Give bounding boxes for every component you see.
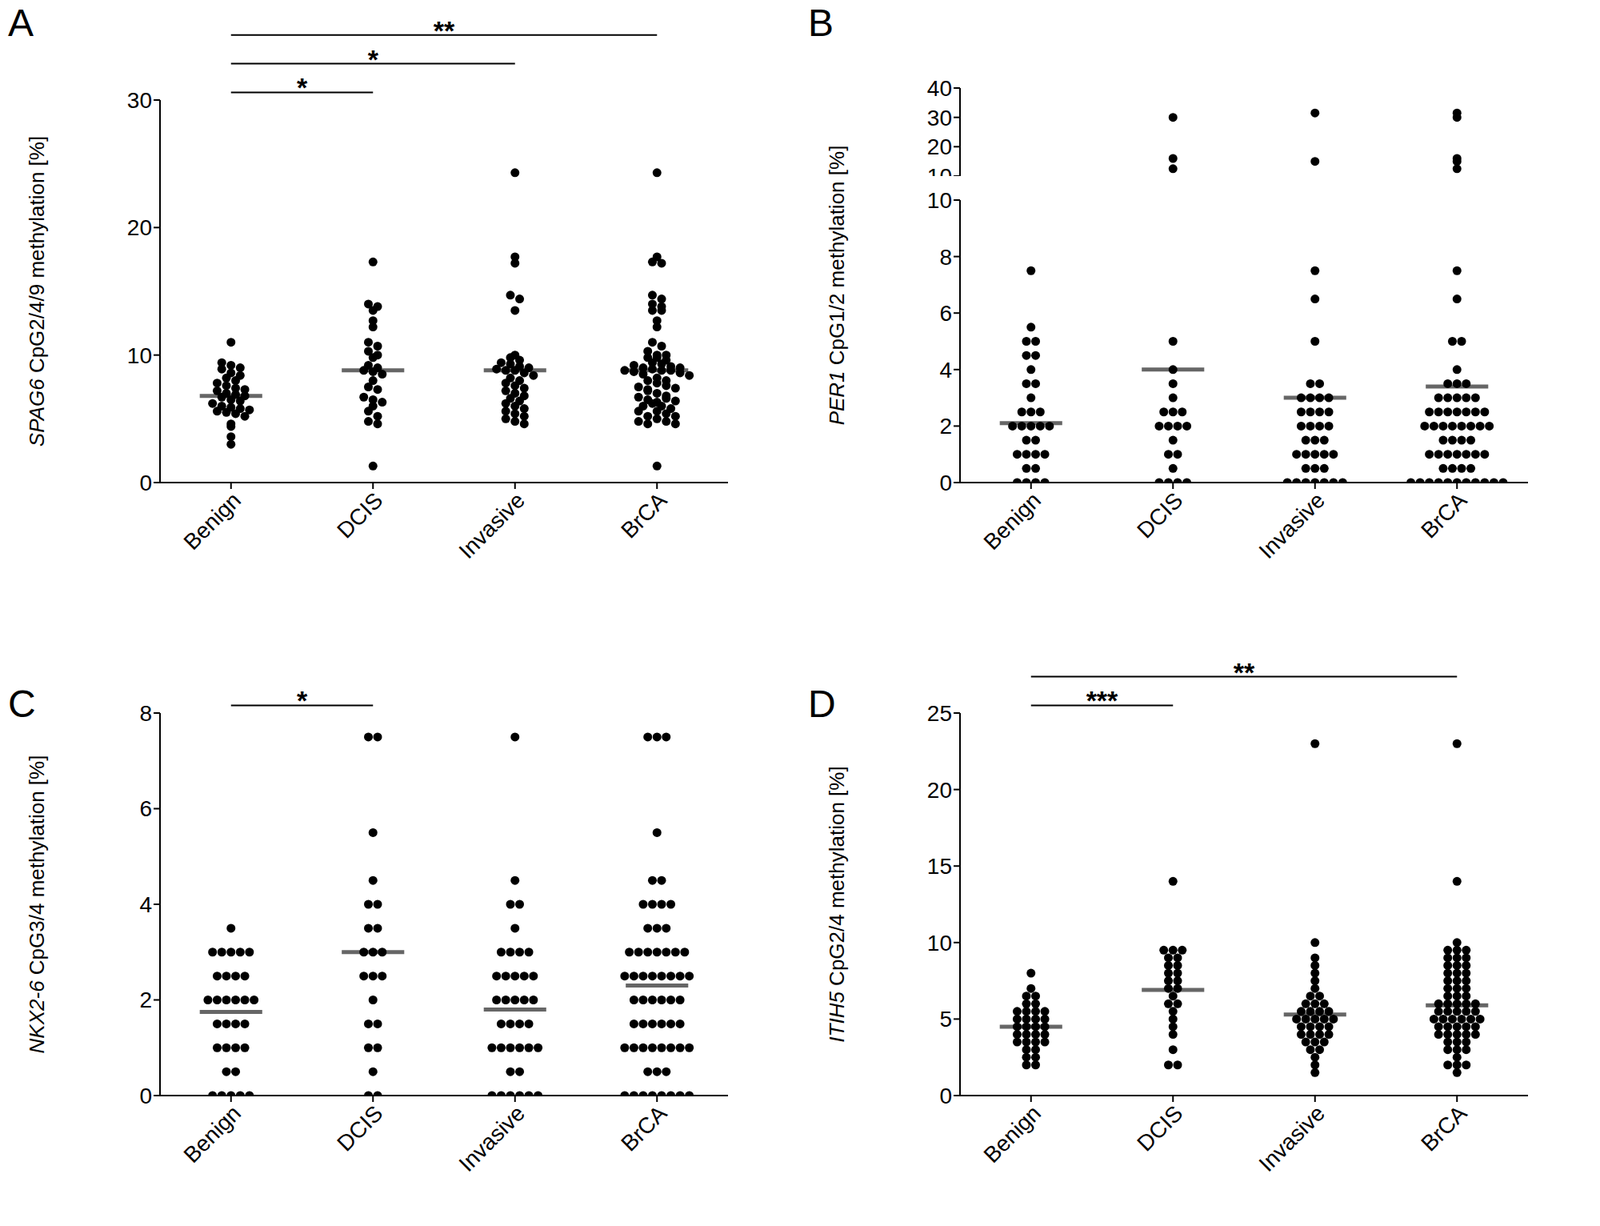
svg-text:4: 4 <box>139 892 152 917</box>
svg-text:20: 20 <box>927 777 952 803</box>
svg-text:4: 4 <box>939 357 952 383</box>
svg-text:2: 2 <box>139 987 152 1012</box>
svg-text:Benign: Benign <box>178 487 246 555</box>
svg-text:*: * <box>296 72 308 103</box>
svg-text:DCIS: DCIS <box>332 487 388 543</box>
svg-text:2: 2 <box>939 413 952 439</box>
svg-text:Benign: Benign <box>978 1100 1046 1168</box>
svg-text:**: ** <box>433 15 456 46</box>
svg-text:8: 8 <box>939 244 952 270</box>
svg-text:10: 10 <box>927 164 952 176</box>
svg-text:***: *** <box>1086 684 1119 716</box>
svg-text:8: 8 <box>139 700 152 726</box>
svg-text:0: 0 <box>139 1083 152 1108</box>
svg-text:30: 30 <box>127 88 152 113</box>
html-text:C: C <box>8 682 36 725</box>
svg-text:10: 10 <box>127 343 152 368</box>
svg-text:**: ** <box>1233 656 1256 688</box>
svg-text:25: 25 <box>927 700 952 726</box>
svg-text:Invasive: Invasive <box>1253 487 1330 564</box>
svg-text:Benign: Benign <box>178 1100 246 1168</box>
svg-text:PER1 CpG1/2 methylation [%]: PER1 CpG1/2 methylation [%] <box>824 145 849 426</box>
html-text:D: D <box>808 682 836 725</box>
svg-text:6: 6 <box>939 300 952 326</box>
svg-text:40: 40 <box>927 76 952 101</box>
svg-text:DCIS: DCIS <box>332 1100 388 1156</box>
svg-text:6: 6 <box>139 796 152 821</box>
svg-text:*: * <box>368 44 380 75</box>
svg-text:5: 5 <box>939 1006 952 1032</box>
svg-text:BrCA: BrCA <box>1416 487 1472 543</box>
svg-text:BrCA: BrCA <box>616 487 672 543</box>
svg-text:20: 20 <box>127 215 152 240</box>
svg-text:DCIS: DCIS <box>1132 487 1188 543</box>
svg-text:Invasive: Invasive <box>1253 1100 1330 1176</box>
svg-text:30: 30 <box>927 105 952 131</box>
svg-text:20: 20 <box>927 134 952 160</box>
svg-text:SPAG6 CpG2/4/9 methylation [%]: SPAG6 CpG2/4/9 methylation [%] <box>24 136 49 447</box>
svg-text:ITIH5 CpG2/4 methylation [%]: ITIH5 CpG2/4 methylation [%] <box>824 765 849 1042</box>
svg-text:0: 0 <box>939 1083 952 1108</box>
svg-text:*: * <box>296 684 308 716</box>
html-text:A: A <box>8 1 34 44</box>
svg-text:Invasive: Invasive <box>453 487 530 564</box>
svg-text:BrCA: BrCA <box>616 1100 672 1156</box>
svg-text:15: 15 <box>927 853 952 879</box>
svg-text:NKX2-6 CpG3/4 methylation [%]: NKX2-6 CpG3/4 methylation [%] <box>24 755 49 1054</box>
svg-text:Invasive: Invasive <box>453 1100 530 1176</box>
svg-text:0: 0 <box>939 470 952 496</box>
svg-text:0: 0 <box>139 470 152 496</box>
svg-text:Benign: Benign <box>978 487 1046 555</box>
html-text:B: B <box>808 1 834 44</box>
svg-text:DCIS: DCIS <box>1132 1100 1188 1156</box>
svg-text:10: 10 <box>927 930 952 956</box>
svg-text:10: 10 <box>927 188 952 213</box>
svg-text:BrCA: BrCA <box>1416 1100 1472 1156</box>
